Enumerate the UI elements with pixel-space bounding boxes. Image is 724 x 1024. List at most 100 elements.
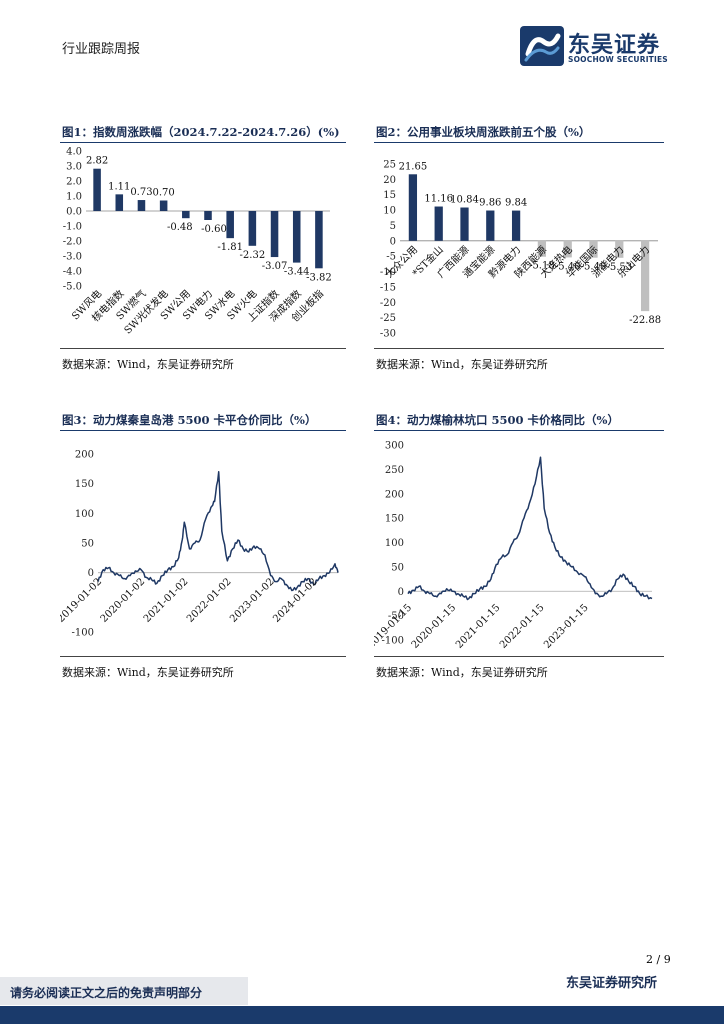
footer-institute: 东吴证券研究所 (566, 976, 658, 991)
y-tick-label: 0 (398, 587, 404, 598)
y-tick-label: 15 (383, 190, 396, 201)
y-tick-label: 300 (385, 441, 404, 452)
bar (93, 168, 101, 211)
y-tick-label: 25 (383, 160, 396, 171)
y-tick-label: -3.0 (63, 252, 82, 263)
figure-4-source: 数据来源：Wind，东吴证券研究所 (376, 666, 548, 679)
data-label: 9.86 (479, 198, 501, 209)
bar (408, 174, 418, 241)
bar (486, 210, 495, 241)
y-tick-label: -100 (382, 636, 404, 647)
disclaimer-text[interactable]: 请务必阅读正文之后的免责声明部分 (10, 986, 203, 1000)
series-line (97, 471, 339, 592)
bar (460, 207, 469, 241)
data-label: -22.88 (629, 315, 661, 326)
y-tick-label: 200 (75, 450, 94, 461)
figure-1-title: 图1：指数周涨跌幅（2024.7.22-2024.7.26）(%) (62, 125, 340, 139)
y-tick-label: 50 (391, 562, 404, 573)
y-tick-label: -5 (386, 252, 396, 263)
data-label: 2.82 (86, 156, 108, 167)
data-label: 0.73 (130, 187, 152, 198)
y-tick-label: 1.0 (66, 192, 82, 203)
x-tick-label: 2021-01-02 (142, 576, 191, 625)
data-label: -5.40 (555, 261, 581, 272)
y-tick-label: 100 (75, 509, 94, 520)
data-label: -3.07 (262, 261, 288, 272)
y-tick-label: 0 (390, 236, 396, 247)
bar (226, 211, 234, 239)
figure-1-bottom-rule (60, 348, 346, 349)
y-tick-label: 200 (385, 489, 404, 500)
figure-3-line-chart: 200 150 100 50 0 -100 2019-01-022020-01-022021… (60, 450, 339, 639)
bar (159, 200, 168, 211)
y-tick-label: -25 (380, 313, 396, 324)
bar (292, 211, 301, 263)
footer-band (0, 1006, 724, 1024)
x-tick-label: 2020-01-02 (99, 576, 148, 625)
figure-3-source: 数据来源：Wind，东吴证券研究所 (62, 666, 234, 679)
figure-1-bar-chart: 4.03.02.01.00.0-1.0-2.0-3.0-4.0-5.02.82S… (63, 147, 332, 337)
page-number: 2 / 9 (646, 953, 671, 966)
logo-chinese-name: 东吴证券 (568, 33, 661, 58)
x-tick-label: 2019-01-02 (60, 576, 104, 625)
y-tick-label: 5 (390, 221, 396, 232)
data-label: 0.70 (153, 188, 175, 199)
x-tick-label: 2023-01-15 (542, 602, 591, 651)
figure-2-source: 数据来源：Wind，东吴证券研究所 (376, 358, 548, 371)
figure-4-title: 图4：动力煤榆林坑口 5500 卡价格同比（%） (376, 413, 619, 427)
x-tick-label: 2022-01-15 (498, 602, 547, 651)
disclaimer-banner (0, 977, 248, 1005)
data-label: 9.84 (505, 198, 527, 209)
y-tick-label: 0 (88, 568, 94, 579)
bar (615, 240, 624, 258)
y-tick-label: -10 (380, 267, 396, 278)
y-tick-label: 100 (385, 538, 404, 549)
bar (511, 210, 521, 241)
figure-4-line-chart: 300250200150100500-50-1002019-01-152020-… (374, 441, 653, 651)
data-label: -3.82 (306, 272, 332, 283)
data-label: -5.18 (529, 261, 555, 272)
bar (137, 200, 146, 211)
series-line (407, 456, 653, 601)
bar (204, 211, 212, 220)
y-tick-label: 10 (383, 206, 396, 217)
bar (640, 240, 650, 312)
bar (115, 194, 124, 211)
y-tick-label: 4.0 (66, 147, 82, 158)
bar (270, 211, 279, 258)
x-tick-label: 2021-01-15 (454, 602, 503, 651)
figure-4-top-rule (374, 430, 664, 431)
y-tick-label: -2.0 (63, 237, 82, 248)
bar (315, 211, 323, 269)
y-tick-label: 150 (385, 514, 404, 525)
figure-2-bar-chart: 2520151050-5-10-15-20-25-3021.65大众公用11.1… (380, 160, 661, 340)
x-tick-label: 2020-01-15 (410, 602, 459, 651)
brand-logo: 东吴证券 SOOCHOW SECURITIES (520, 26, 680, 66)
data-label: -3.44 (284, 267, 310, 278)
y-tick-label: -50 (388, 611, 404, 622)
data-label: 21.65 (399, 161, 428, 172)
figure-2-title: 图2：公用事业板块周涨跌前五个股（%） (376, 125, 591, 139)
bar (563, 240, 572, 258)
data-label: -2.32 (240, 250, 266, 261)
figure-4-bottom-rule (374, 656, 664, 657)
bar (248, 211, 257, 246)
x-tick-label: 2023-01-02 (228, 576, 277, 625)
y-tick-label: 150 (75, 479, 94, 490)
figure-1-source: 数据来源：Wind，东吴证券研究所 (62, 358, 234, 371)
x-tick-label: 2024-01-02 (271, 576, 320, 625)
data-label: -0.60 (201, 224, 227, 235)
y-tick-label: 50 (81, 539, 94, 550)
figure-3-title: 图3：动力煤秦皇岛港 5500 卡平仓价同比（%） (62, 413, 317, 427)
x-tick-label: 2022-01-02 (185, 576, 234, 625)
data-label: 1.11 (108, 181, 130, 192)
y-tick-label: 250 (385, 465, 404, 476)
figure-2-top-rule (374, 142, 664, 143)
logo-english-name: SOOCHOW SECURITIES (568, 55, 668, 64)
y-tick-label: -15 (380, 282, 396, 293)
bar (589, 240, 598, 258)
y-tick-label: -1.0 (63, 222, 82, 233)
report-type-title: 行业跟踪周报 (62, 42, 141, 57)
y-tick-label: -30 (380, 329, 396, 340)
y-tick-label: 0.0 (66, 207, 82, 218)
